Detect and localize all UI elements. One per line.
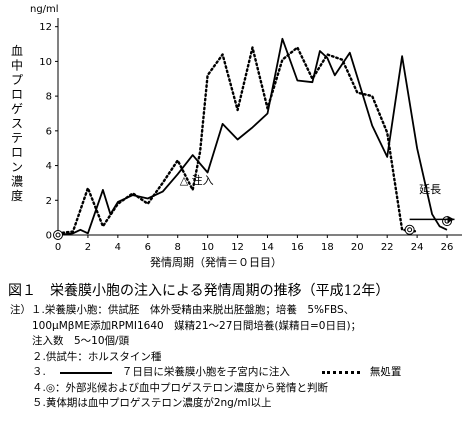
y-axis-label-char: 度 xyxy=(11,188,23,203)
x-tick-label: 24 xyxy=(411,242,424,253)
y-tick-label: 6 xyxy=(46,126,52,137)
y-tick-label: 0 xyxy=(46,231,52,242)
note-3-legend: ３. ７日目に栄養膜小胞を子宮内に注入 無処置 xyxy=(10,365,401,381)
x-tick-label: 26 xyxy=(441,242,454,253)
legend-dotted-line-sample xyxy=(321,371,360,375)
x-ticks: 0 2 4 6 8 10 12 14 16 18 20 22 24 26 xyxy=(55,235,454,253)
y-axis-label-char: プ xyxy=(11,73,23,87)
annotation-injection: △ 注入 xyxy=(180,173,214,187)
note-3-number: ３. xyxy=(32,366,46,378)
annotation-extension: 延長 xyxy=(419,183,441,196)
series-untreated-line xyxy=(56,46,419,235)
extension-arrow-head xyxy=(447,215,455,223)
y-ticks: 0 2 4 6 8 10 12 xyxy=(39,22,58,242)
x-tick-label: 6 xyxy=(145,242,151,253)
estrus-marker xyxy=(53,230,63,240)
figure-title: 図１ 栄養膜小胞の注入による発情周期の推移（平成12年） xyxy=(8,283,390,299)
estrus-marker-inner xyxy=(55,232,61,238)
y-axis-label-char: 濃 xyxy=(11,175,23,189)
marker-layer xyxy=(53,216,453,240)
y-tick-label: 2 xyxy=(46,196,52,207)
y-axis-label-char: 血 xyxy=(11,44,23,58)
y-axis-label-char: ゲ xyxy=(11,102,23,116)
y-axis-label-char: ロ xyxy=(11,88,23,102)
note-1c: 注入数 5～10個/頭 xyxy=(32,335,130,347)
note-1b: 100μMβME添加RPMI1640 媒精21～27日間培養(媒精日=0日目)； xyxy=(32,319,362,332)
legend-dotted-label: 無処置 xyxy=(369,366,402,378)
x-tick-label: 0 xyxy=(55,242,61,253)
y-tick-label: 12 xyxy=(39,22,52,33)
y-tick-label: 4 xyxy=(46,161,52,172)
note-2: ２.供試牛：ホルスタイン種 xyxy=(32,350,162,363)
legend-solid-label: ７日目に栄養膜小胞を子宮内に注入 xyxy=(121,366,290,378)
y-axis-label-char: ス xyxy=(11,117,23,131)
notes: 注）１.栄養膜小胞：供試胚 体外受精由来脱出胚盤胞；培養 5%FBS、 100μ… xyxy=(10,303,470,412)
estrus-marker-inner xyxy=(407,227,413,233)
y-axis-label-char: ロ xyxy=(11,146,23,160)
x-tick-label: 10 xyxy=(201,242,214,253)
x-tick-label: 8 xyxy=(175,242,181,253)
y-axis-label-char: 中 xyxy=(11,58,23,73)
x-tick-label: 12 xyxy=(231,242,244,253)
series-layer xyxy=(56,37,448,236)
legend-solid-line-sample xyxy=(59,371,112,374)
y-axis-label: 血中プロゲステロン濃度 xyxy=(11,44,23,203)
note-5: ５.黄体期は血中プロゲステロン濃度が2ng/ml以上 xyxy=(32,397,272,409)
estrus-marker xyxy=(404,224,415,235)
x-tick-label: 2 xyxy=(85,242,91,253)
x-tick-label: 14 xyxy=(261,242,274,253)
y-axis-label-char: テ xyxy=(11,131,23,145)
x-tick-label: 20 xyxy=(351,242,364,253)
y-axis-label-char: ン xyxy=(11,160,23,174)
y-tick-label: 10 xyxy=(39,57,52,68)
note-4: ４.◎：外部兆候および血中プロゲステロン濃度から発情と判断 xyxy=(32,381,328,394)
unit-label: ng/ml xyxy=(30,4,59,15)
x-axis-label: 発情周期（発情＝０日目） xyxy=(150,255,282,269)
note-1: 注）１.栄養膜小胞：供試胚 体外受精由来脱出胚盤胞；培養 5%FBS、 xyxy=(10,304,355,316)
x-tick-label: 18 xyxy=(321,242,334,253)
y-tick-label: 8 xyxy=(46,92,52,103)
x-tick-label: 22 xyxy=(381,242,394,253)
x-tick-label: 16 xyxy=(291,242,304,253)
x-tick-label: 4 xyxy=(115,242,121,253)
axes xyxy=(57,18,462,236)
